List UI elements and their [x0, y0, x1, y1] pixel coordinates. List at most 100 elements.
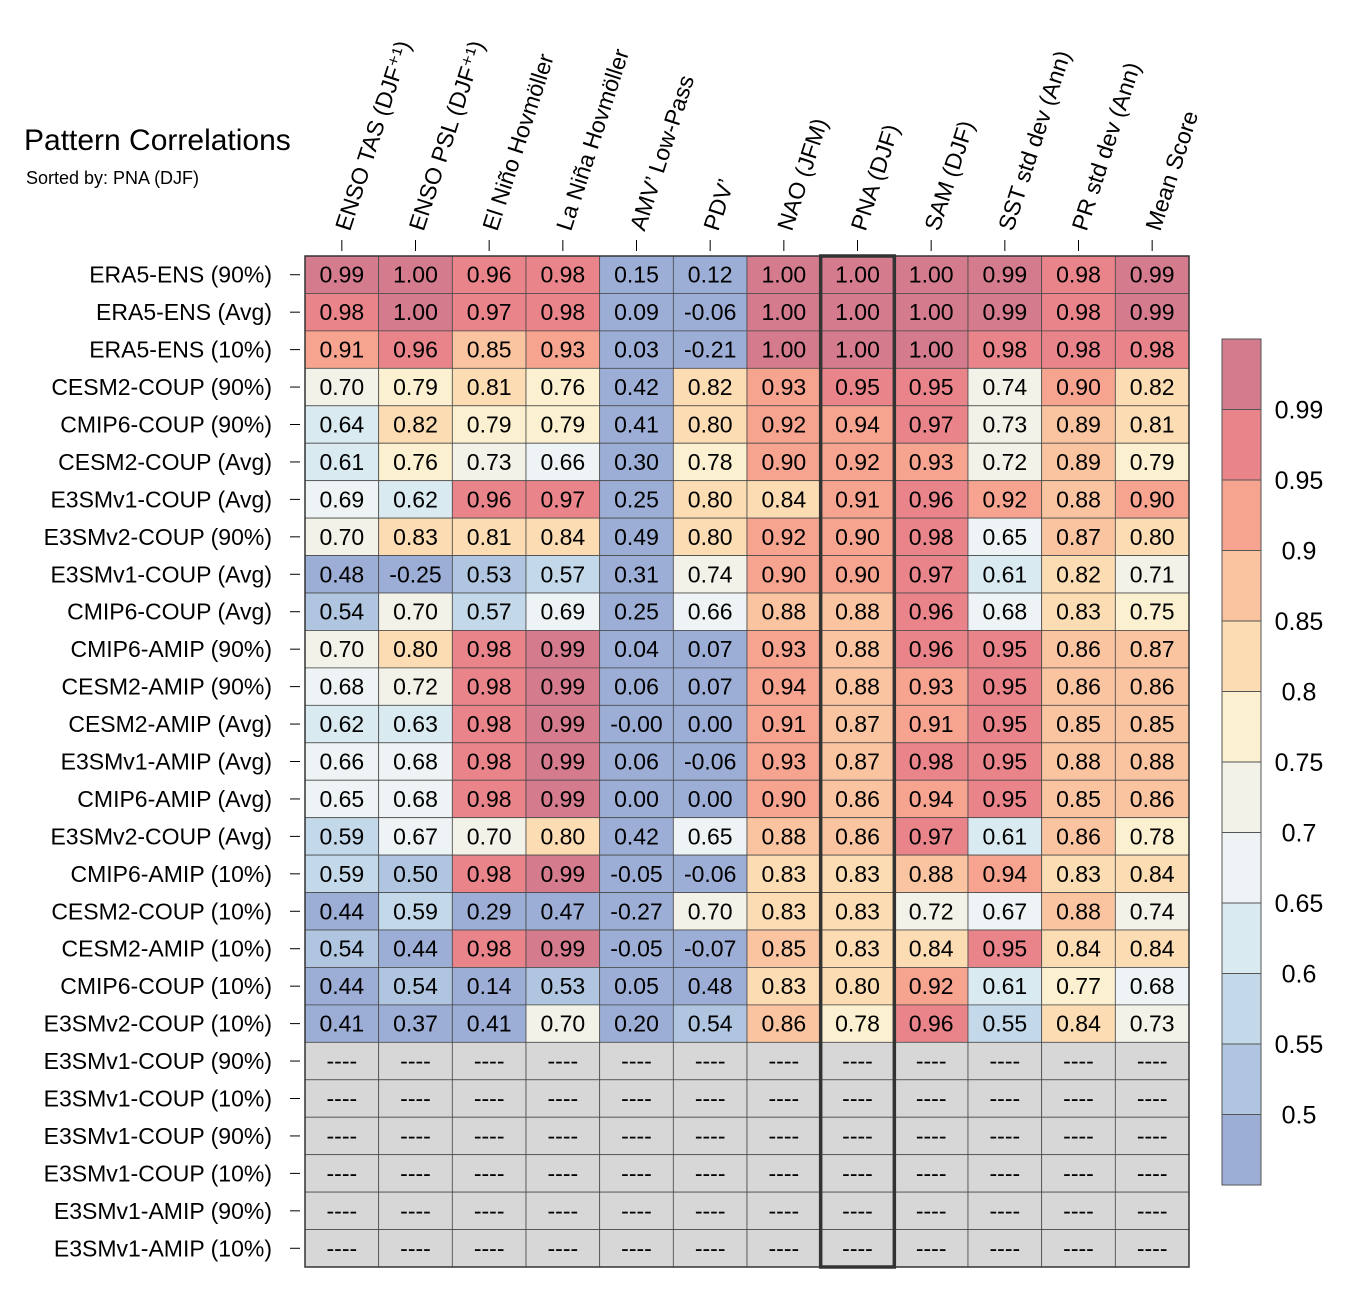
cell-value: 0.84 — [1056, 1011, 1101, 1037]
heatmap-cell — [525, 1041, 601, 1081]
cell-value: 0.88 — [1130, 749, 1175, 775]
cell-value: 0.81 — [467, 524, 512, 550]
cell-value: 0.96 — [909, 599, 954, 625]
cell-value: ---- — [916, 1048, 947, 1074]
heatmap-cell — [451, 1191, 527, 1230]
row-label: E3SMv1-COUP (10%) — [44, 1086, 272, 1112]
heatmap-cell — [746, 1079, 822, 1118]
heatmap-cell — [1041, 1004, 1116, 1043]
cell-value: ---- — [327, 1048, 358, 1074]
cell-value: ---- — [1137, 1048, 1168, 1074]
cell-value: 0.99 — [319, 262, 364, 288]
cell-value: ---- — [1063, 1235, 1094, 1261]
column-header: PR std dev (Ann) — [1067, 59, 1146, 234]
heatmap-cell — [893, 405, 969, 444]
row-label: CMIP6-AMIP (90%) — [70, 636, 272, 662]
cell-value: 0.88 — [761, 823, 806, 849]
cell-value: 0.82 — [1130, 374, 1175, 400]
cell-value: 0.90 — [1056, 374, 1101, 400]
cell-value: 0.72 — [982, 449, 1027, 475]
cell-value: ---- — [548, 1086, 579, 1112]
heatmap-cell — [1041, 1229, 1116, 1268]
cell-value: 0.86 — [1056, 636, 1101, 662]
heatmap-cell — [746, 1116, 822, 1156]
cell-value: 0.99 — [540, 936, 585, 962]
cell-value: ---- — [400, 1123, 431, 1149]
heatmap-cell — [967, 517, 1043, 556]
cell-value: 0.44 — [319, 898, 364, 924]
heatmap-cell — [378, 704, 453, 744]
heatmap-cell — [451, 293, 527, 332]
heatmap-cell — [525, 330, 601, 369]
heatmap-cell — [451, 1229, 527, 1268]
heatmap-cell — [967, 1041, 1043, 1081]
cell-value: 0.96 — [467, 262, 512, 288]
cell-value: 0.63 — [393, 711, 438, 737]
cell-value: 0.92 — [761, 412, 806, 438]
heatmap-cell — [599, 667, 674, 706]
cell-value: 0.98 — [467, 861, 512, 887]
cell-value: 0.95 — [835, 374, 880, 400]
heatmap-cell — [967, 592, 1043, 631]
colorbar-bin — [1222, 1114, 1261, 1185]
cell-value: 0.84 — [540, 524, 585, 550]
cell-value: 0.88 — [835, 599, 880, 625]
heatmap-cell — [746, 442, 822, 482]
column-header: AMV’ Low-Pass — [625, 72, 700, 234]
heatmap-cell — [820, 480, 895, 519]
cell-value: 0.80 — [835, 973, 880, 999]
heatmap-cell — [304, 255, 380, 294]
cell-value: 1.00 — [835, 337, 880, 363]
cell-value: 1.00 — [835, 262, 880, 288]
heatmap-cell — [304, 929, 380, 968]
colorbar-frame — [1221, 338, 1262, 1186]
cell-value: 0.66 — [319, 749, 364, 775]
cell-value: 0.99 — [1130, 262, 1175, 288]
row-label: CESM2-AMIP (10%) — [62, 936, 272, 962]
cell-value: ---- — [327, 1198, 358, 1224]
heatmap-cell — [378, 442, 453, 482]
cell-value: ---- — [474, 1235, 505, 1261]
cell-value: 0.84 — [909, 936, 954, 962]
cell-value: 0.76 — [540, 374, 585, 400]
heatmap-cell — [1114, 704, 1190, 744]
heatmap-cell — [1114, 367, 1190, 407]
cell-value: 0.97 — [540, 486, 585, 512]
cell-value: 0.83 — [761, 973, 806, 999]
cell-value: ---- — [1063, 1123, 1094, 1149]
heatmap-cell — [1041, 704, 1116, 744]
heatmap-cell — [967, 405, 1043, 444]
cell-value: ---- — [400, 1198, 431, 1224]
heatmap-cell — [451, 555, 527, 594]
heatmap-cell — [378, 892, 453, 931]
cell-value: 0.93 — [761, 636, 806, 662]
heatmap-cell — [820, 779, 895, 819]
row-label: E3SMv1-COUP (90%) — [44, 1048, 272, 1074]
cell-value: ---- — [842, 1160, 873, 1186]
cell-value: 0.42 — [614, 823, 659, 849]
cell-value: 0.87 — [1130, 636, 1175, 662]
heatmap-cell — [1114, 555, 1190, 594]
cell-value: 0.95 — [982, 936, 1027, 962]
cell-value: 0.96 — [909, 636, 954, 662]
cell-value: 0.54 — [688, 1011, 733, 1037]
cell-value: 0.07 — [688, 636, 733, 662]
colorbar-bin — [1222, 409, 1261, 480]
cell-value: 0.86 — [835, 786, 880, 812]
cell-value: ---- — [621, 1198, 652, 1224]
cell-value: 0.74 — [1130, 898, 1175, 924]
cell-value: 0.70 — [393, 599, 438, 625]
chart-subtitle: Sorted by: PNA (DJF) — [26, 168, 200, 188]
heatmap-cell — [378, 1191, 453, 1230]
heatmap-cell — [599, 742, 674, 781]
heatmap-cells — [304, 255, 1190, 1268]
cell-value: ---- — [990, 1086, 1021, 1112]
cell-value: 0.83 — [1056, 861, 1101, 887]
cell-value: ---- — [327, 1235, 358, 1261]
colorbar-label: 0.85 — [1275, 608, 1324, 636]
cell-value: ---- — [1137, 1160, 1168, 1186]
cell-value: ---- — [916, 1235, 947, 1261]
cell-value: 0.88 — [909, 861, 954, 887]
cell-value: ---- — [769, 1123, 800, 1149]
